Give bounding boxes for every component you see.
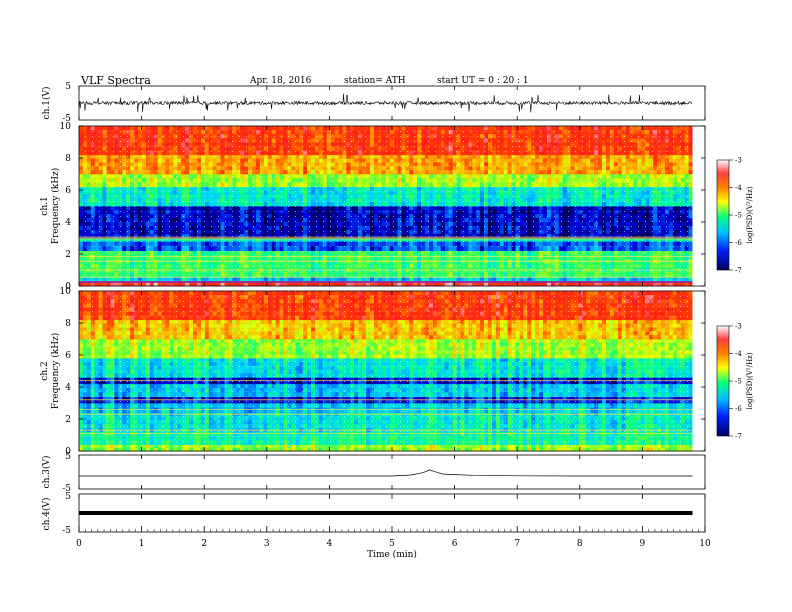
start-time-label: start UT = 0 : 20 : 1 <box>437 76 529 86</box>
ch1-waveform-line <box>78 93 693 113</box>
ch1-ylabel: ch.1(V) <box>41 87 52 120</box>
ch1-ytick-top: 5 <box>65 82 71 92</box>
ch1-waveform-trace <box>78 86 706 120</box>
station-label: station= ATH <box>344 76 406 86</box>
ch1-ytick-bottom: -5 <box>62 114 71 124</box>
ch1-spectrogram-heatmap <box>79 126 705 287</box>
date-label: Apr. 18, 2016 <box>249 76 312 86</box>
figure-title: VLF Spectra <box>80 74 151 87</box>
ch1-waveform-panel: 5 -5 ch.1(V) <box>41 82 706 124</box>
